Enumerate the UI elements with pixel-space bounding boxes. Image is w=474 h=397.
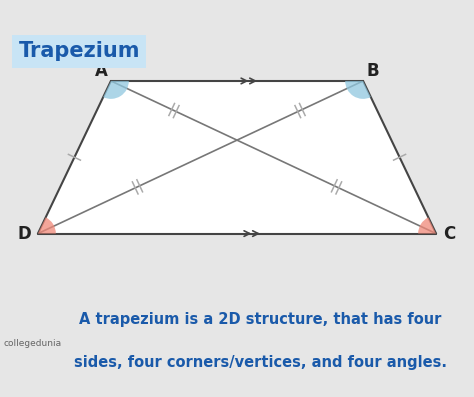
Text: Trapezium: Trapezium: [18, 41, 140, 61]
Text: D: D: [18, 225, 32, 243]
Text: A: A: [94, 62, 108, 80]
Wedge shape: [418, 218, 436, 233]
Wedge shape: [38, 218, 56, 233]
Polygon shape: [38, 81, 436, 233]
Text: sides, four corners/vertices, and four angles.: sides, four corners/vertices, and four a…: [74, 355, 447, 370]
Text: collegedunia: collegedunia: [3, 339, 62, 349]
Wedge shape: [103, 81, 129, 99]
Text: B: B: [367, 62, 379, 80]
Wedge shape: [345, 81, 371, 99]
Text: C: C: [443, 225, 456, 243]
Text: A trapezium is a 2D structure, that has four: A trapezium is a 2D structure, that has …: [79, 312, 441, 327]
